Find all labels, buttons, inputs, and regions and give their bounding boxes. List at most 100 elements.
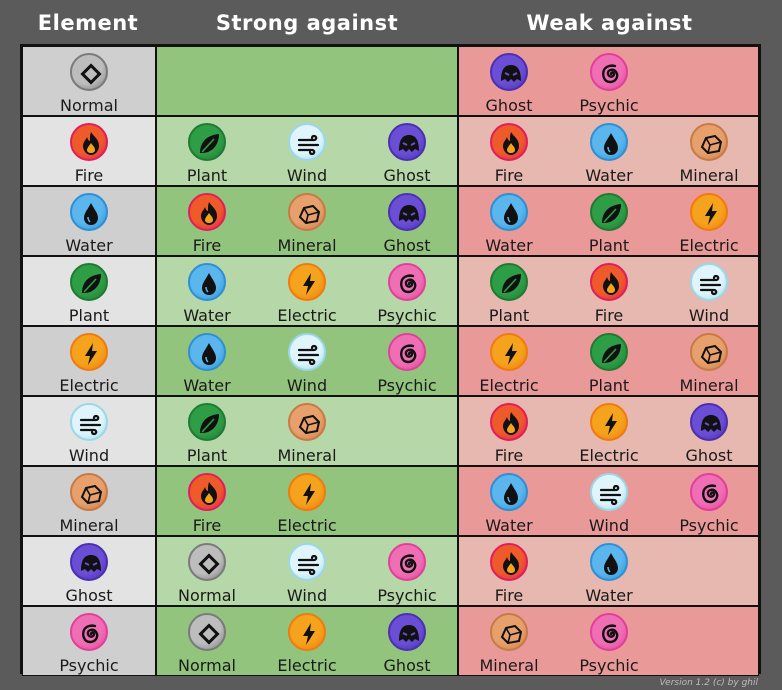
ghost-icon [490, 53, 528, 91]
type-label: Electric [59, 376, 119, 395]
header-strong-against: Strong against [215, 11, 399, 35]
type-label: Fire [494, 166, 524, 185]
type-entry-fire: Fire [157, 473, 257, 537]
type-label: Wind [286, 166, 328, 185]
type-label: Normal [178, 586, 236, 605]
element-cell: Normal [22, 46, 156, 116]
type-label: Psychic [377, 306, 437, 325]
element-cell: Ghost [22, 536, 156, 606]
weak-cell: Mineral Psychic [458, 606, 759, 676]
type-label: Electric [679, 236, 739, 255]
type-label: Psychic [579, 96, 639, 115]
type-entry-electric: Electric [257, 473, 357, 537]
type-entry-wind: Wind [257, 123, 357, 187]
type-entry-fire: Fire [39, 123, 139, 187]
wind-icon [70, 403, 108, 441]
type-label: Wind [688, 306, 730, 325]
type-label: Mineral [679, 166, 739, 185]
rock-icon [490, 613, 528, 651]
type-entry-mineral: Mineral [659, 123, 759, 187]
type-label: Wind [68, 446, 110, 465]
type-label: Normal [60, 96, 118, 115]
wind-icon [288, 543, 326, 581]
flame-icon [490, 123, 528, 161]
droplet-icon [490, 473, 528, 511]
element-cell: Fire [22, 116, 156, 186]
type-entry-mineral: Mineral [257, 193, 357, 257]
leaf-icon [590, 193, 628, 231]
droplet-icon [490, 193, 528, 231]
type-label: Plant [588, 236, 630, 255]
type-entry-plant: Plant [459, 263, 559, 327]
type-label: Water [585, 586, 633, 605]
type-entry-water: Water [459, 193, 559, 257]
type-entry-water: Water [157, 333, 257, 397]
type-entry-ghost: Ghost [357, 613, 457, 677]
type-entry-normal: Normal [39, 53, 139, 117]
type-label: Water [485, 236, 533, 255]
type-label: Mineral [479, 656, 539, 675]
type-entry-wind: Wind [659, 263, 759, 327]
type-label: Mineral [679, 376, 739, 395]
type-entry-water: Water [459, 473, 559, 537]
spiral-icon [388, 543, 426, 581]
type-label: Fire [192, 516, 222, 535]
type-label: Electric [579, 446, 639, 465]
type-entry-ghost: Ghost [659, 403, 759, 467]
bolt-icon [70, 333, 108, 371]
type-entry-psychic: Psychic [39, 613, 139, 677]
ghost-icon [388, 123, 426, 161]
type-label: Psychic [679, 516, 739, 535]
type-entry-normal: Normal [157, 613, 257, 677]
spiral-icon [388, 333, 426, 371]
wind-icon [288, 123, 326, 161]
type-entry-wind: Wind [39, 403, 139, 467]
type-entry-mineral: Mineral [257, 403, 357, 467]
flame-icon [188, 473, 226, 511]
type-entry-fire: Fire [459, 543, 559, 607]
type-entry-fire: Fire [459, 403, 559, 467]
type-label: Plant [186, 166, 228, 185]
type-entry-water: Water [157, 263, 257, 327]
element-cell: Electric [22, 326, 156, 396]
type-entry-fire: Fire [559, 263, 659, 327]
type-label: Psychic [377, 586, 437, 605]
spiral-icon [590, 53, 628, 91]
type-label: Electric [277, 306, 337, 325]
type-label: Water [65, 236, 113, 255]
bolt-icon [590, 403, 628, 441]
weak-cell: Water Wind Psychic [458, 466, 759, 536]
type-label: Mineral [59, 516, 119, 535]
type-entry-ghost: Ghost [459, 53, 559, 117]
type-label: Mineral [277, 446, 337, 465]
type-label: Water [585, 166, 633, 185]
type-entry-psychic: Psychic [659, 473, 759, 537]
strong-cell: Fire Electric [156, 466, 458, 536]
bolt-icon [288, 473, 326, 511]
type-entry-electric: Electric [659, 193, 759, 257]
ghost-icon [388, 613, 426, 651]
type-entry-water: Water [39, 193, 139, 257]
element-cell: Plant [22, 256, 156, 326]
droplet-icon [188, 263, 226, 301]
leaf-icon [490, 263, 528, 301]
type-entry-ghost: Ghost [357, 123, 457, 187]
flame-icon [490, 403, 528, 441]
type-entry-wind: Wind [257, 333, 357, 397]
strong-cell: Water Wind Psychic [156, 326, 458, 396]
type-entry-electric: Electric [39, 333, 139, 397]
version-footer: Version 1.2 (c) by ghil [659, 678, 758, 688]
element-cell: Psychic [22, 606, 156, 676]
droplet-icon [590, 123, 628, 161]
weak-cell: Electric Plant Mineral [458, 326, 759, 396]
rock-icon [70, 473, 108, 511]
leaf-icon [590, 333, 628, 371]
wind-icon [288, 333, 326, 371]
type-entry-plant: Plant [157, 123, 257, 187]
weak-cell: Fire Water Mineral [458, 116, 759, 186]
type-label: Wind [286, 376, 328, 395]
type-label: Ghost [685, 446, 733, 465]
ghost-icon [690, 403, 728, 441]
type-chart-table: Normal Ghost Psychic Fire Plant Wind Ghost Fire… [20, 44, 761, 677]
type-entry-electric: Electric [459, 333, 559, 397]
